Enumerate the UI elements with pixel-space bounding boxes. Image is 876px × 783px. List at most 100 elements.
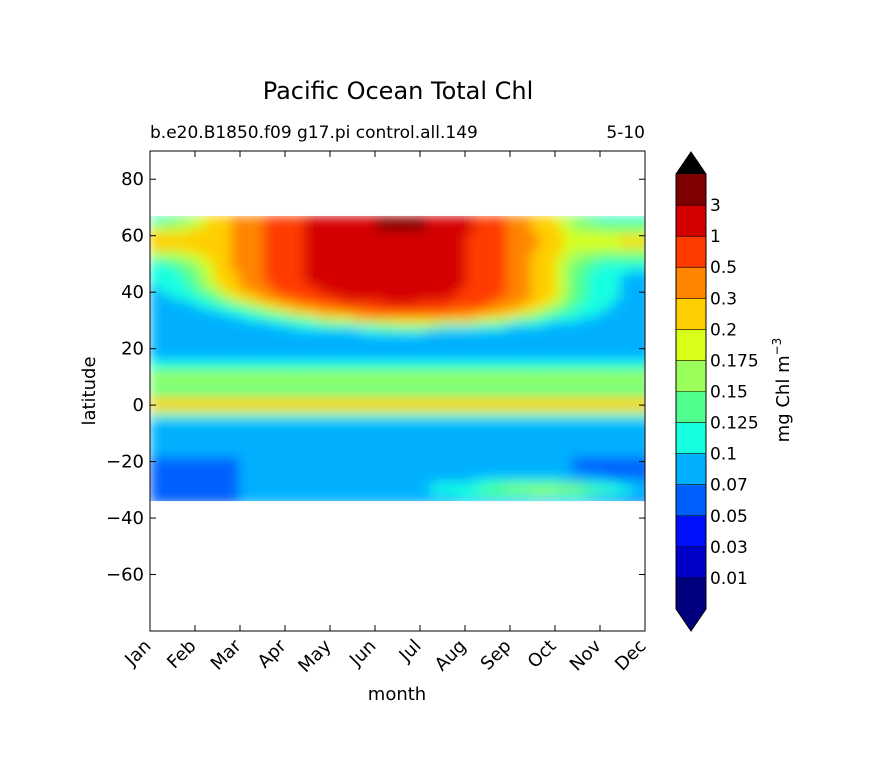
chl-cell [401, 237, 410, 242]
chl-cell [595, 292, 605, 298]
chl-cell [465, 279, 475, 285]
chl-cell [255, 292, 264, 298]
chl-cell [166, 300, 175, 306]
chl-cell [231, 317, 240, 323]
chl-cell [376, 470, 386, 475]
chl-cell [409, 258, 418, 264]
chl-cell [239, 338, 248, 344]
chl-cell [247, 300, 256, 306]
chl-cell [312, 474, 321, 480]
chl-cell [190, 351, 200, 357]
chl-cell [328, 474, 337, 480]
chl-cell [474, 237, 483, 242]
chl-cell [239, 440, 248, 446]
chl-cell [457, 440, 467, 446]
chl-cell [182, 372, 192, 378]
chl-cell [158, 398, 167, 403]
chl-cell [506, 309, 516, 314]
chl-cell [320, 224, 329, 230]
chl-cell [336, 330, 345, 336]
chl-cell [627, 254, 637, 259]
chl-cell [441, 457, 451, 463]
chl-cell [627, 431, 637, 437]
chl-cell [433, 427, 443, 433]
chl-cell [344, 283, 354, 289]
chl-cell [352, 415, 362, 420]
chl-cell [263, 364, 273, 370]
chl-cell [190, 368, 200, 374]
chl-cell [344, 474, 354, 480]
chl-cell [255, 283, 264, 289]
chl-cell [417, 491, 426, 497]
chl-cell [182, 436, 192, 442]
chl-cell [231, 220, 240, 226]
chl-cell [328, 402, 337, 408]
chl-cell [433, 491, 443, 497]
chl-cell [344, 495, 354, 501]
chl-cell [538, 440, 548, 446]
chl-cell [457, 376, 467, 382]
chl-cell [198, 389, 208, 395]
chl-cell [182, 393, 192, 399]
chl-cell [384, 313, 394, 319]
chl-cell [295, 436, 305, 442]
chl-cell [328, 241, 337, 247]
chl-cell [198, 440, 208, 446]
chl-cell [166, 410, 175, 416]
chl-cell [441, 431, 451, 437]
chl-cell [255, 245, 264, 251]
chl-cell [166, 376, 175, 382]
chl-cell [231, 419, 240, 425]
chl-cell [627, 453, 637, 458]
chl-cell [522, 436, 532, 442]
chl-cell [222, 495, 232, 501]
chl-cell [498, 364, 507, 370]
chl-cell [417, 304, 426, 310]
chl-cell [482, 457, 491, 463]
chl-cell [214, 304, 224, 310]
chl-cell [449, 419, 459, 425]
chl-cell [303, 228, 313, 234]
chl-cell [320, 491, 329, 497]
chl-cell [401, 410, 410, 416]
chl-cell [368, 258, 378, 264]
chl-cell [636, 224, 645, 230]
chl-cell [231, 355, 240, 361]
chl-cell [231, 300, 240, 306]
chl-cell [514, 330, 524, 336]
chl-cell [482, 419, 491, 425]
chl-cell [417, 402, 426, 408]
chl-cell [320, 220, 329, 226]
chl-cell [320, 330, 329, 336]
chl-cell [401, 487, 410, 492]
chl-cell [206, 245, 216, 251]
chl-cell [287, 457, 297, 463]
chl-cell [465, 321, 475, 327]
chl-cell [287, 398, 297, 403]
chl-cell [465, 330, 475, 336]
chl-cell [352, 495, 362, 501]
chl-cell [457, 317, 467, 323]
chl-cell [401, 415, 410, 420]
chl-cell [546, 478, 556, 484]
chl-cell [198, 330, 208, 336]
chl-cell [182, 266, 192, 272]
chl-cell [506, 415, 516, 420]
chl-cell [166, 415, 175, 420]
chl-cell [482, 279, 491, 285]
chl-cell [474, 215, 483, 221]
chl-cell [482, 415, 491, 420]
chl-cell [255, 232, 264, 238]
chl-cell [295, 376, 305, 382]
chl-cell [206, 478, 216, 484]
chl-cell [222, 359, 232, 365]
chl-cell [563, 359, 572, 365]
chl-cell [433, 313, 443, 319]
chl-cell [619, 296, 629, 302]
chl-cell [376, 279, 386, 285]
chl-cell [287, 215, 297, 221]
chl-cell [538, 258, 548, 264]
chl-cell [514, 461, 524, 467]
chl-cell [231, 436, 240, 442]
chl-cell [344, 347, 354, 353]
